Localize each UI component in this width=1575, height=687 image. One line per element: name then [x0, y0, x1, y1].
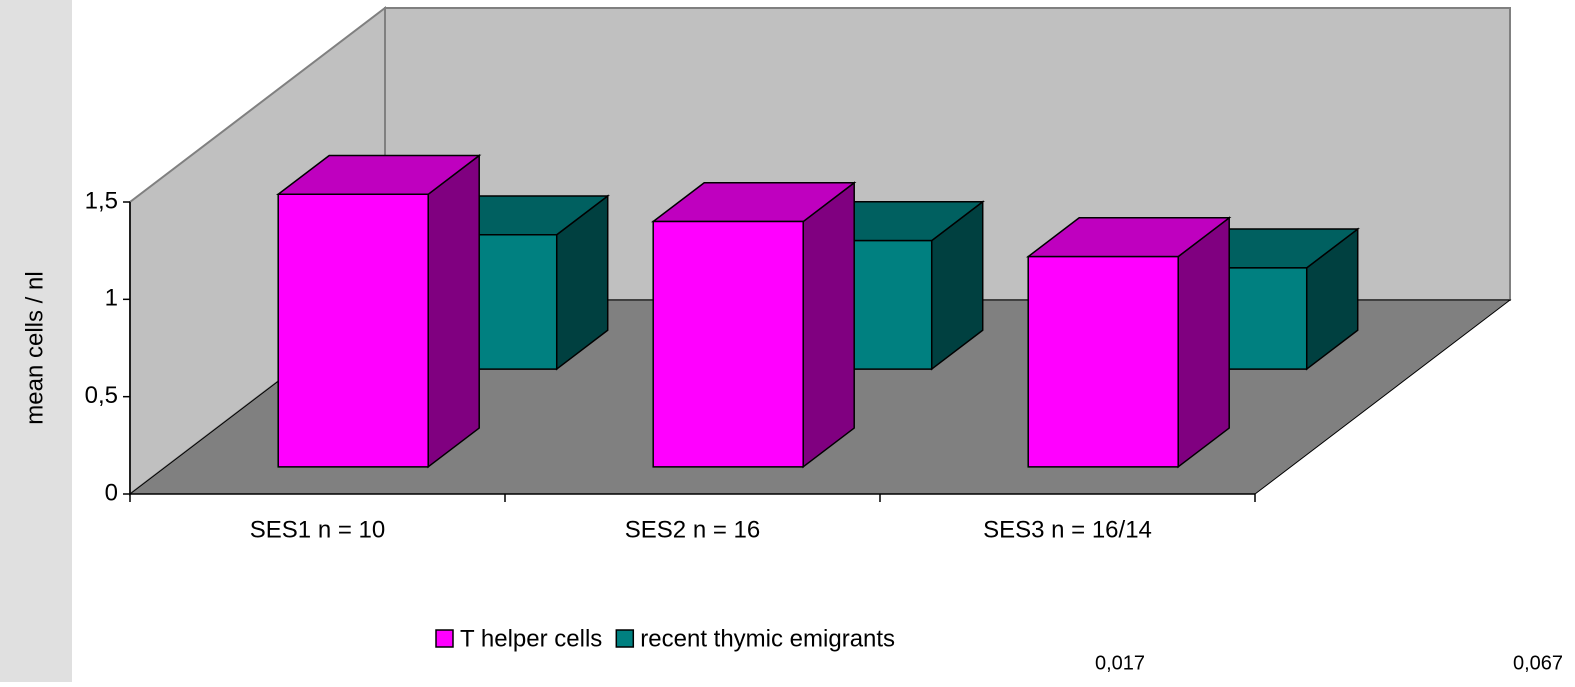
y-tick-label: 1	[105, 285, 118, 312]
legend-label: T helper cells	[460, 625, 602, 652]
bar	[1027, 255, 1179, 468]
y-tick-label: 0,5	[85, 382, 118, 409]
legend-label: recent thymic emigrants	[640, 625, 895, 652]
bar-side	[1177, 216, 1230, 469]
bar-side	[802, 181, 855, 469]
bar-side	[427, 153, 480, 469]
annotation: 0,017	[1095, 652, 1145, 674]
y-tick-label: 0	[105, 479, 118, 506]
x-tick-label: SES3 n = 16/14	[983, 516, 1152, 543]
x-tick-label: SES2 n = 16	[625, 516, 760, 543]
legend-swatch	[615, 629, 635, 648]
annotation: 0,067	[1513, 652, 1563, 674]
x-tick-label: SES1 n = 10	[250, 516, 385, 543]
bar	[652, 220, 804, 468]
y-axis-label: mean cells / nl	[21, 271, 48, 424]
legend-swatch	[435, 629, 454, 648]
side-strip	[0, 0, 72, 682]
y-tick-label: 1,5	[85, 187, 118, 214]
bar	[277, 193, 429, 468]
